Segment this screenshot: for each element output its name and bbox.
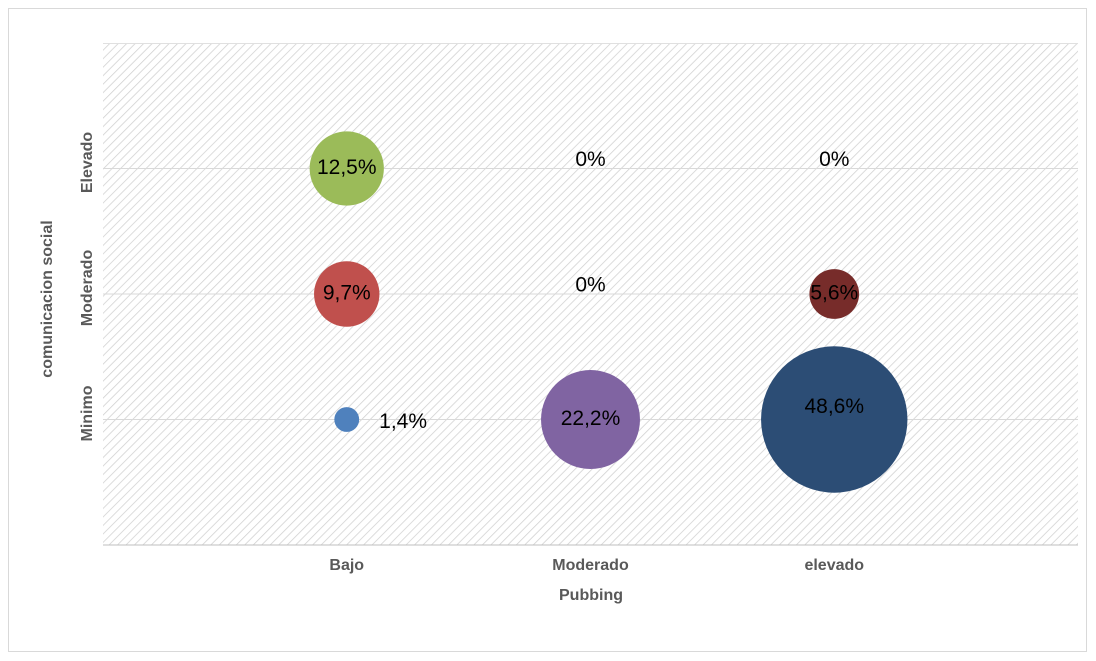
bubble [809,269,860,319]
x-tick-label: Moderado [552,557,629,574]
x-tick-label: elevado [804,557,864,574]
data-label: 0% [575,274,605,297]
data-label: 0% [575,148,605,171]
x-tick-label: Bajo [329,557,364,574]
y-axis-title: comunicacion social [39,220,56,377]
y-tick-label: Elevado [79,132,96,194]
y-tick-label: Minimo [79,385,96,441]
bubble [309,131,384,206]
bubble [314,261,380,327]
data-label: 22,2% [561,407,621,430]
data-label: 5,6% [810,282,858,305]
x-axis-title: Pubbing [559,587,623,604]
data-label: 1,4% [379,410,427,433]
data-label: 9,7% [323,282,371,305]
y-tick-label: Moderado [79,250,96,327]
data-label: 0% [819,148,849,171]
bubble [541,370,640,469]
bubble [334,407,360,432]
bubble [761,346,908,493]
data-label: 48,6% [804,395,864,418]
data-label: 12,5% [317,156,377,179]
